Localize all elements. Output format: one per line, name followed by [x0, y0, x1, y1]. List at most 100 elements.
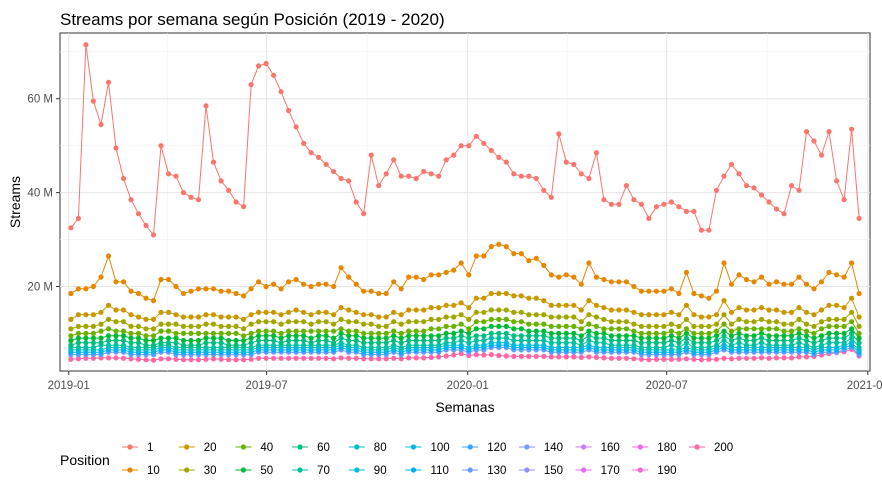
data-point [368, 330, 374, 336]
data-point [278, 89, 284, 95]
data-point [173, 340, 179, 346]
data-point [601, 355, 607, 361]
data-point [721, 333, 727, 339]
y-tick-label: 20 M [27, 282, 53, 294]
data-point [150, 326, 157, 332]
data-point [826, 340, 832, 346]
data-point [758, 355, 765, 361]
data-point [308, 340, 314, 346]
data-point [165, 321, 172, 327]
legend-label: 140 [544, 442, 563, 454]
data-point [608, 337, 615, 344]
data-point [428, 272, 434, 278]
data-point [308, 283, 314, 290]
data-point [331, 356, 337, 362]
data-point [623, 333, 630, 339]
data-point [436, 305, 442, 311]
data-point [773, 342, 780, 348]
data-point [83, 323, 89, 329]
data-point [391, 309, 397, 315]
data-point [691, 208, 697, 214]
data-point [578, 342, 584, 348]
data-point [811, 340, 817, 346]
data-point [736, 316, 742, 322]
data-point [556, 335, 562, 341]
legend-item: 120 [462, 442, 506, 454]
data-point [436, 354, 442, 360]
data-point [203, 335, 209, 341]
legend-label: 110 [431, 465, 449, 477]
data-point [158, 276, 164, 283]
data-point [180, 357, 187, 363]
data-point [541, 321, 547, 327]
data-point [518, 326, 524, 332]
data-point [203, 340, 209, 346]
data-point [98, 347, 104, 353]
data-point [293, 355, 299, 361]
data-point [796, 340, 802, 346]
legend-item: 30 [178, 465, 216, 477]
data-point [481, 337, 487, 344]
data-point [834, 302, 840, 308]
data-point [698, 340, 705, 346]
data-point [856, 340, 862, 346]
data-point [826, 344, 832, 351]
x-tick-label: 2020-01 [447, 380, 489, 392]
data-point [826, 330, 832, 336]
data-point [406, 328, 412, 334]
data-point [413, 175, 419, 182]
data-point [481, 326, 487, 332]
data-point [293, 124, 299, 130]
data-point [271, 342, 277, 348]
data-point [188, 323, 194, 329]
data-point [811, 286, 817, 292]
data-point [548, 354, 554, 360]
data-point [473, 253, 479, 259]
data-point [653, 204, 660, 210]
data-point [578, 281, 584, 287]
data-point [105, 302, 112, 308]
data-point [233, 357, 239, 363]
data-point [278, 312, 284, 318]
data-point [406, 355, 412, 361]
data-point [218, 344, 224, 351]
data-point [473, 352, 479, 358]
data-point [165, 171, 172, 177]
data-point [376, 335, 382, 341]
x-tick-label: 2021-01 [847, 380, 882, 392]
data-point [406, 342, 412, 348]
data-point [676, 312, 682, 318]
data-point [90, 335, 96, 341]
legend-label: 50 [260, 465, 273, 477]
data-point [473, 133, 479, 139]
data-point [661, 288, 667, 294]
data-point [391, 157, 397, 163]
data-point [518, 333, 524, 339]
data-point [788, 355, 795, 361]
data-point [601, 344, 607, 351]
data-point [631, 321, 637, 327]
legend-item: 80 [348, 442, 387, 454]
data-point [203, 321, 209, 327]
data-point [713, 312, 720, 318]
data-point [563, 302, 569, 308]
data-point [834, 323, 840, 329]
data-point [518, 173, 524, 179]
data-point [83, 335, 89, 341]
data-point [150, 333, 157, 339]
data-point [98, 328, 104, 334]
data-point [488, 352, 494, 358]
data-point [256, 337, 262, 344]
data-point [503, 330, 509, 336]
data-point [271, 319, 277, 325]
data-point [218, 356, 224, 362]
series-line [70, 344, 860, 353]
data-point [120, 307, 127, 313]
data-point [263, 333, 269, 339]
data-point [203, 103, 209, 109]
data-point [668, 347, 675, 353]
data-point [143, 357, 149, 363]
data-point [496, 316, 502, 322]
data-point [135, 330, 142, 336]
data-point [751, 333, 757, 339]
